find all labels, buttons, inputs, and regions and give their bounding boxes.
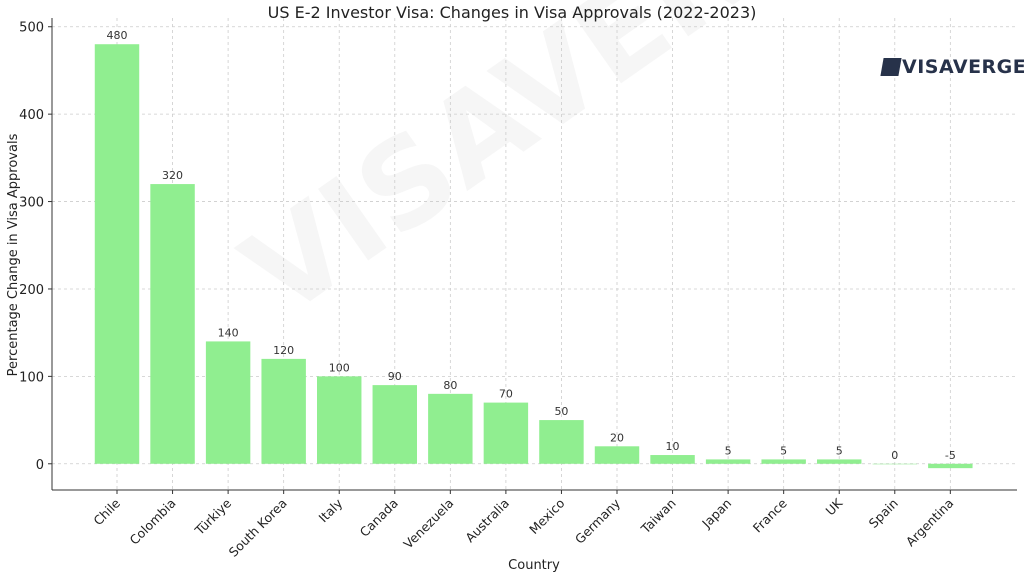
bar-australia [483,402,529,464]
x-tick-label: Türkiye [191,495,234,538]
bar-canada [372,385,417,464]
data-label: 20 [610,431,624,444]
bar-france [761,459,806,464]
x-tick-label: Argentina [903,496,957,550]
x-tick-label: Australia [462,496,512,546]
data-label: 5 [780,444,787,457]
x-axis-label: Country [508,558,560,573]
y-axis-label: Percentage Change in Visa Approvals [6,133,21,376]
data-label: 100 [329,361,350,374]
y-tick-label: 400 [19,108,44,123]
x-tick-label: Colombia [127,496,179,548]
x-tick-label: Chile [90,495,123,528]
bar-taiwan [650,455,695,464]
bar-argentina [928,463,973,469]
bar-italy [317,376,362,464]
logo-mark-icon [880,58,902,76]
y-tick-label: 200 [19,283,44,298]
bar-japan [705,459,751,464]
data-label: 90 [388,370,402,383]
data-label: 140 [218,326,239,339]
x-tick-label: South Korea [226,496,290,560]
x-tick-label: Japan [698,496,734,532]
bar-chile [94,44,140,464]
data-label: 480 [107,29,128,42]
x-tick-label: Venezuela [400,496,456,552]
bar-uk [817,459,862,464]
x-tick-label: Canada [357,496,401,540]
chart-title: US E-2 Investor Visa: Changes in Visa Ap… [268,3,757,22]
data-label: -5 [945,449,956,462]
data-label: 0 [891,449,898,462]
visaverge-logo: VISAVERGE [880,56,1024,78]
data-label: 5 [836,444,843,457]
y-tick-label: 0 [36,458,44,473]
data-label: 50 [554,405,568,418]
data-label: 10 [666,440,680,453]
logo-text: VISAVERGE [902,56,1024,78]
data-label: 120 [273,344,294,357]
y-tick-label: 500 [19,21,44,36]
x-tick-label: Italy [316,495,346,525]
bar-mexico [539,420,584,464]
x-tick-label: Germany [572,495,624,547]
data-label: 320 [162,169,183,182]
data-label: 5 [725,444,732,457]
bar-south-korea [261,358,306,464]
x-tick-label: Mexico [526,496,567,537]
bar-venezuela [428,393,473,464]
bar-türkiye [205,341,251,464]
data-label: 70 [499,388,513,401]
data-label: 80 [443,379,457,392]
y-tick-label: 300 [19,196,44,211]
y-tick-label: 100 [19,370,44,385]
bar-colombia [150,184,195,464]
bar-germany [594,446,640,464]
x-tick-label: France [750,495,790,535]
x-tick-label: UK [822,495,845,518]
x-tick-label: Taiwan [637,496,678,537]
bar-spain [872,463,917,465]
x-tick-label: Spain [866,496,901,531]
